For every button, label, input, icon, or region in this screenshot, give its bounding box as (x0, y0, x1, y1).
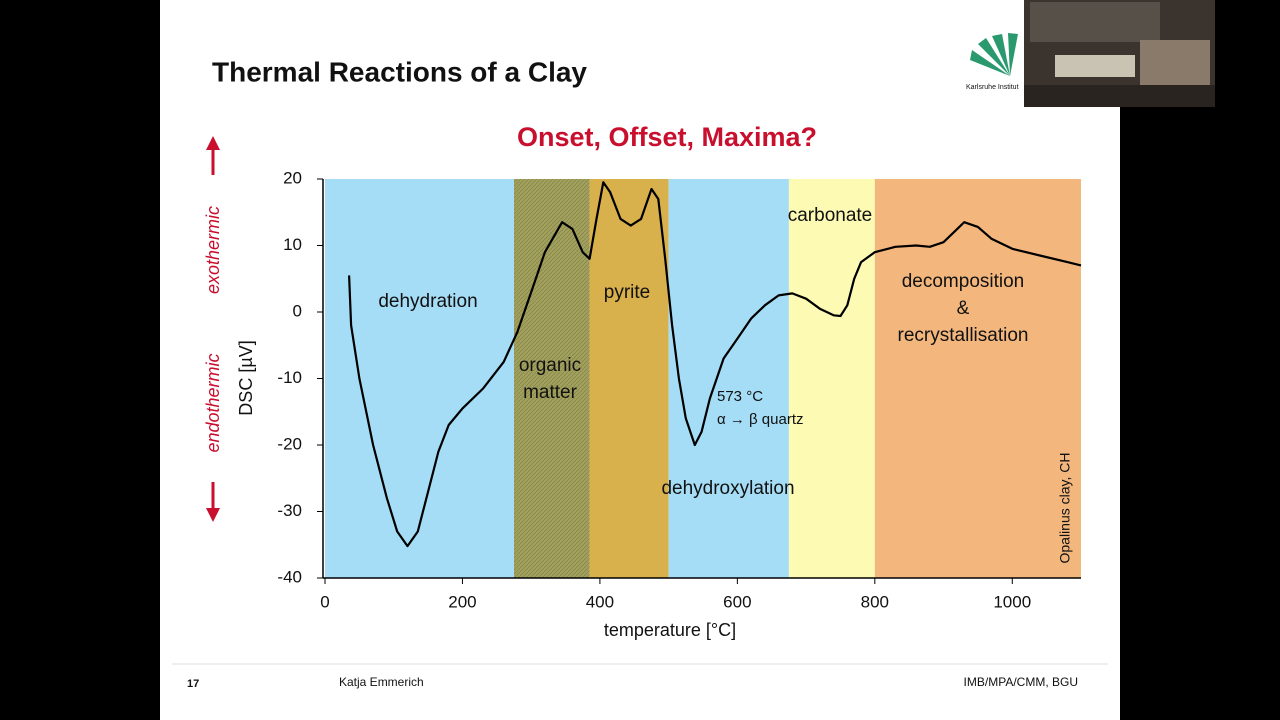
y-tick-label: 10 (283, 235, 302, 254)
annotation: pyrite (604, 282, 650, 303)
y-tick-label: 0 (293, 301, 302, 320)
x-axis-label: temperature [°C] (604, 620, 736, 640)
annotation: recrystallisation (898, 325, 1029, 346)
slide-title: Thermal Reactions of a Clay (212, 56, 587, 87)
annotation: Opalinus clay, CH (1057, 452, 1073, 563)
annotation: & (957, 298, 970, 319)
annotation: organic (519, 355, 581, 376)
logo-text: Karlsruhe Institut (966, 84, 1019, 91)
y-tick-label: -20 (277, 434, 302, 453)
footer-author: Katja Emmerich (339, 675, 424, 689)
x-tick-label: 400 (586, 592, 614, 611)
exothermic-label: exothermic (203, 206, 223, 294)
y-tick-label: -10 (277, 368, 302, 387)
annotation: matter (523, 382, 578, 403)
webcam (1024, 0, 1215, 107)
annotation: 573 °C (717, 388, 763, 405)
y-tick-label: -40 (277, 567, 302, 586)
annotation: dehydration (378, 291, 477, 312)
x-tick-label: 1000 (993, 592, 1031, 611)
page-number: 17 (187, 678, 199, 690)
region (589, 179, 669, 578)
y-tick-label: -30 (277, 501, 302, 520)
footer-affiliation: IMB/MPA/CMM, BGU (964, 675, 1078, 689)
chart-title: Onset, Offset, Maxima? (517, 122, 817, 152)
y-axis-label: DSC [µV] (236, 340, 256, 415)
annotation: dehydroxylation (661, 478, 794, 499)
x-tick-label: 600 (723, 592, 751, 611)
x-tick-label: 800 (861, 592, 889, 611)
endothermic-label: endothermic (203, 353, 223, 452)
region (668, 179, 789, 578)
annotation: decomposition (902, 271, 1025, 292)
annotation: α → β quartz (717, 411, 804, 428)
dsc-curve (348, 181, 1082, 548)
x-tick-label: 200 (448, 592, 476, 611)
region (874, 179, 1081, 578)
x-tick-label: 0 (320, 592, 329, 611)
annotation: carbonate (788, 205, 873, 226)
y-tick-label: 20 (283, 168, 302, 187)
region-hatch (514, 179, 590, 578)
logo: Karlsruhe Institut (966, 33, 1019, 91)
direction-arrows (206, 136, 220, 522)
region (788, 179, 875, 578)
region (325, 179, 514, 578)
